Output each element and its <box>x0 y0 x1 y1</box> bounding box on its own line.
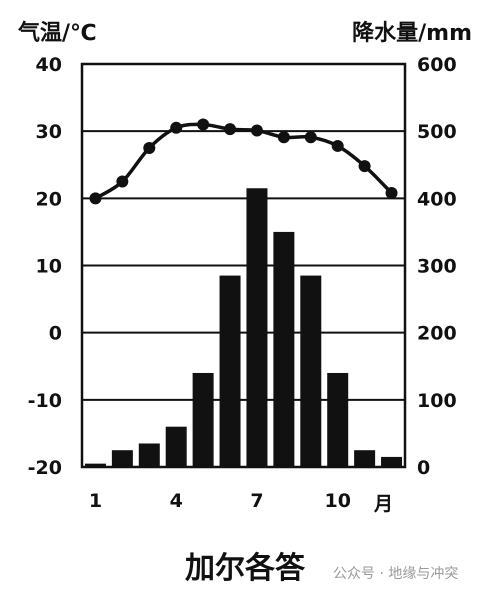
plot-frame <box>80 62 407 469</box>
temperature-point <box>89 192 102 205</box>
precipitation-bar <box>219 275 241 467</box>
temperature-tick-label: 0 <box>49 323 62 345</box>
precipitation-bar <box>381 456 403 467</box>
temperature-point <box>277 131 290 144</box>
watermark-text: 公众号 · 地缘与冲突 <box>333 566 458 582</box>
temperature-point <box>358 160 371 173</box>
precipitation-bar <box>300 275 322 467</box>
precipitation-bar <box>246 188 268 467</box>
temperature-point <box>331 139 344 152</box>
gridlines <box>82 130 405 401</box>
temperature-point <box>224 123 237 136</box>
month-unit-label: 月 <box>373 493 393 515</box>
temperature-tick-label: -20 <box>28 457 62 479</box>
month-tick-label: 4 <box>170 490 183 512</box>
precipitation-tick-label: 100 <box>417 390 457 412</box>
precipitation-bar <box>273 231 295 467</box>
temperature-tick-label: 30 <box>36 121 62 143</box>
precipitation-axis-title: 降水量/mm <box>352 21 472 46</box>
precipitation-bar <box>192 372 214 467</box>
precipitation-tick-label: 500 <box>417 121 457 143</box>
month-tick-label: 7 <box>250 490 263 512</box>
month-tick-label: 1 <box>89 490 102 512</box>
precipitation-tick-label: 0 <box>417 457 430 479</box>
temperature-tick-label: 20 <box>36 188 62 210</box>
temperature-point <box>116 175 129 188</box>
temperature-point <box>304 131 317 144</box>
precipitation-bar <box>84 463 106 467</box>
temperature-point <box>143 141 156 154</box>
month-tick-label: 10 <box>324 490 350 512</box>
temperature-point <box>385 186 398 199</box>
precipitation-bar <box>111 450 133 467</box>
precipitation-bar <box>138 443 160 467</box>
precipitation-tick-label: 400 <box>417 188 457 210</box>
temperature-point <box>197 118 210 131</box>
precipitation-bar <box>165 426 187 467</box>
precipitation-tick-label: 600 <box>417 54 457 76</box>
temperature-line <box>89 118 398 205</box>
temperature-point <box>250 124 263 137</box>
precipitation-bar <box>327 372 349 467</box>
temperature-tick-label: -10 <box>28 390 62 412</box>
precipitation-bar <box>354 450 376 467</box>
location-title: 加尔各答 <box>185 551 306 586</box>
temperature-tick-label: 10 <box>36 256 62 278</box>
temperature-axis-title: 气温/℃ <box>17 20 97 46</box>
temperature-tick-label: 40 <box>36 54 62 76</box>
precipitation-bars <box>84 188 403 467</box>
temperature-curve <box>94 122 393 200</box>
temperature-point <box>170 121 183 134</box>
precipitation-tick-label: 300 <box>417 256 457 278</box>
precipitation-tick-label: 200 <box>417 323 457 345</box>
